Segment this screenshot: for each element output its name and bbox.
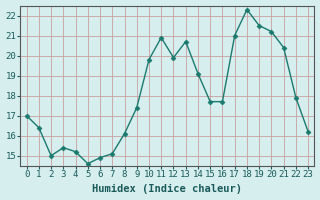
X-axis label: Humidex (Indice chaleur): Humidex (Indice chaleur) [92, 184, 242, 194]
